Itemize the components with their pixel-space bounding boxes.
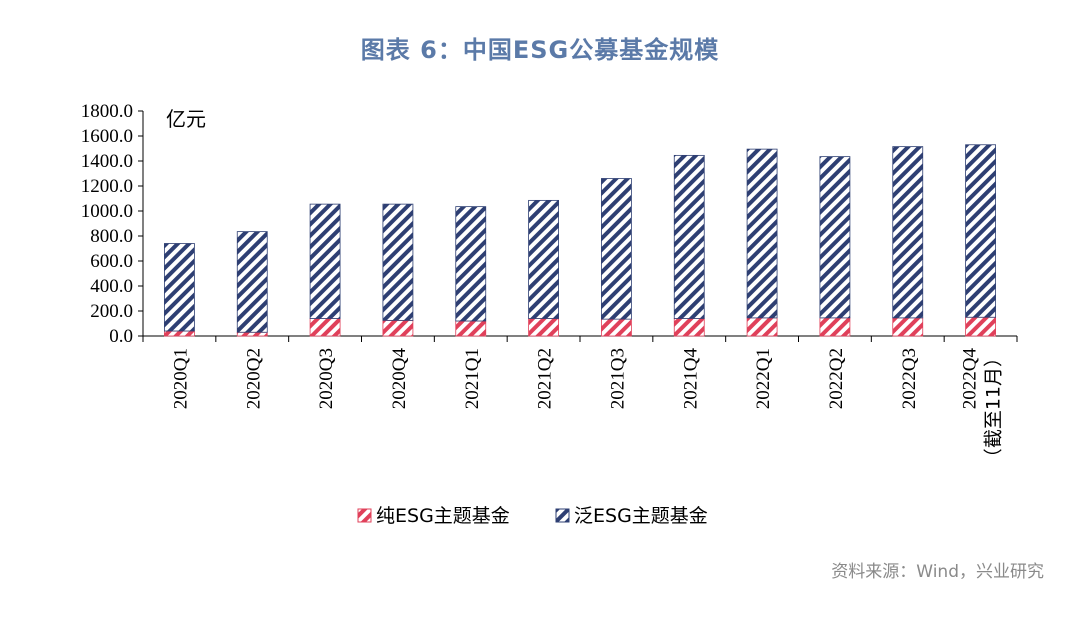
legend-label-pure-esg: 纯ESG主题基金 — [376, 505, 510, 527]
x-tick-label: 2020Q2 — [243, 348, 264, 409]
bar-broad-esg — [819, 156, 851, 319]
x-tick-label: 2021Q2 — [535, 348, 556, 409]
bar-pure-esg — [236, 331, 268, 337]
legend: 纯ESG主题基金 泛ESG主题基金 — [357, 505, 708, 527]
bar-broad-esg — [892, 146, 924, 319]
legend-swatch-broad-esg — [555, 508, 570, 523]
bar-broad-esg — [965, 144, 996, 318]
bar-pure-esg — [164, 330, 195, 337]
source-note: 资料来源：Wind，兴业研究 — [831, 562, 1044, 582]
x-tick-label: 2021Q4 — [680, 348, 701, 410]
bar-pure-esg — [309, 318, 341, 337]
legend-label-broad-esg: 泛ESG主题基金 — [574, 505, 708, 527]
y-tick-label: 200.0 — [90, 301, 133, 322]
bar-pure-esg — [673, 318, 705, 337]
bars — [164, 144, 996, 337]
x-tick-label: 2022Q1 — [753, 348, 774, 409]
bar-pure-esg — [892, 317, 924, 337]
y-unit-label: 亿元 — [166, 107, 206, 131]
y-tick-label: 1400.0 — [81, 151, 133, 172]
y-tick-label: 800.0 — [90, 226, 133, 247]
bar-broad-esg — [164, 243, 195, 332]
y-tick-label: 0.0 — [109, 326, 133, 347]
bar-pure-esg — [819, 317, 851, 337]
y-tick-label: 1600.0 — [81, 126, 133, 147]
chart-title: 图表 6：中国ESG公募基金规模 — [360, 36, 720, 64]
legend-swatch-pure-esg — [357, 508, 372, 523]
bar-broad-esg — [673, 154, 705, 319]
x-tick-label: 2022Q2 — [826, 348, 847, 409]
x-tick-label: 2022Q3 — [899, 348, 920, 409]
bar-broad-esg — [455, 206, 487, 322]
bar-pure-esg — [965, 316, 996, 337]
bar-broad-esg — [746, 148, 778, 319]
axes: 0.0 200.0 400.0 600.0 800.0 1000.0 1200.0 1400.… — [81, 101, 1018, 347]
x-tick-sublabel: （截至11月） — [983, 348, 1005, 467]
bar-pure-esg — [528, 318, 559, 337]
bar-broad-esg — [236, 231, 268, 333]
bar-pure-esg — [601, 318, 632, 337]
bar-pure-esg — [746, 317, 778, 337]
x-tick-label: 2021Q1 — [462, 348, 483, 409]
bar-pure-esg — [382, 319, 414, 337]
y-tick-label: 1800.0 — [81, 101, 133, 122]
bar-broad-esg — [601, 178, 632, 320]
y-tick-label: 400.0 — [90, 276, 133, 297]
x-tick-label: 2020Q3 — [316, 348, 337, 409]
bar-pure-esg — [455, 320, 487, 337]
labels: 2020Q1 2020Q2 2020Q3 2020Q4 2021Q1 2021Q2 2021… — [170, 348, 1004, 468]
x-tick-label: 2021Q3 — [607, 348, 628, 409]
bar-broad-esg — [528, 199, 559, 319]
y-tick-label: 1000.0 — [81, 201, 133, 222]
x-tick-label: 2020Q4 — [389, 348, 410, 410]
y-tick-label: 600.0 — [90, 251, 133, 272]
bar-broad-esg — [309, 203, 341, 319]
y-tick-label: 1200.0 — [81, 176, 133, 197]
x-tick-label: 2020Q1 — [170, 348, 191, 409]
bar-broad-esg — [382, 203, 414, 321]
x-tick-label: 2022Q4 — [960, 348, 981, 410]
